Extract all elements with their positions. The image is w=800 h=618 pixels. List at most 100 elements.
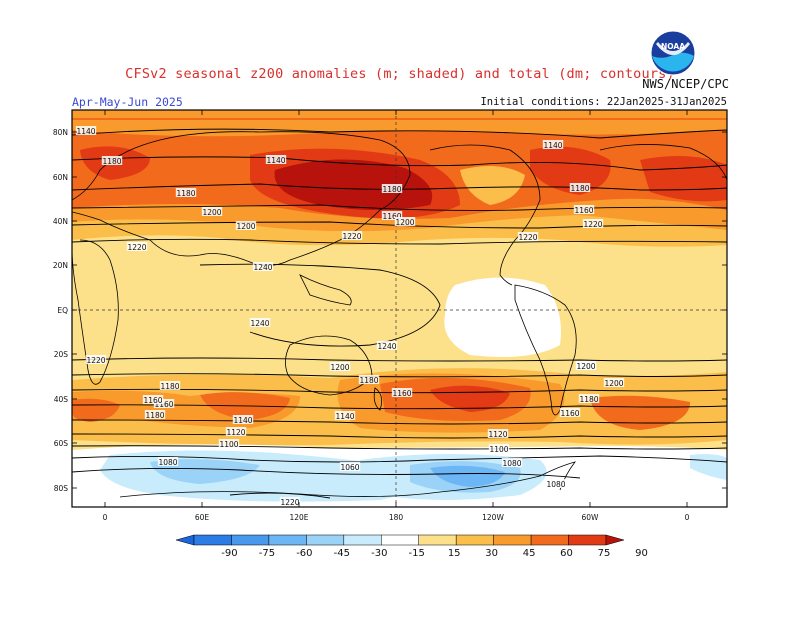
contour-label: 1080 — [546, 480, 565, 489]
colorbar-segment — [418, 534, 457, 546]
colorbar-label: 30 — [485, 548, 498, 559]
colorbar-label: -60 — [296, 548, 312, 559]
contour-label-bg — [376, 341, 398, 350]
contour-label-bg — [329, 362, 351, 371]
contour-label-bg — [334, 411, 356, 420]
colorbar-label: 90 — [635, 548, 648, 559]
contour-label-bg — [144, 410, 166, 419]
contour-label-bg — [339, 462, 361, 471]
contour-label-bg — [573, 205, 595, 214]
lon-tick-label: 120W — [482, 513, 504, 522]
lat-tick-label: 40S — [54, 395, 69, 404]
contour-label-bg — [235, 221, 257, 230]
contour-label-bg — [517, 232, 539, 241]
contour-label-bg — [542, 140, 564, 149]
height-contours — [72, 128, 727, 499]
contour-label-bg — [559, 408, 581, 417]
lon-tick-label: 0 — [685, 513, 690, 522]
contour-label: 1240 — [253, 263, 272, 272]
lat-tick-label: 40N — [53, 217, 68, 226]
contour-label: 1180 — [176, 189, 195, 198]
contour-label-bg — [249, 318, 271, 327]
contour-label: 1140 — [76, 127, 95, 136]
contour-label: 1140 — [233, 416, 252, 425]
contour-label-bg — [545, 479, 567, 488]
contour-label: 1160 — [382, 212, 401, 221]
contour-label-bg — [157, 457, 179, 466]
contour-label: 1160 — [154, 400, 173, 409]
nh-atlantic-30 — [460, 166, 525, 205]
contour-label: 1220 — [127, 243, 146, 252]
contour-label-bg — [159, 381, 181, 390]
contour-label: 1120 — [226, 428, 245, 437]
contour-label: 1160 — [392, 389, 411, 398]
lon-tick-label: 60W — [582, 513, 600, 522]
nh-center-90 — [274, 159, 433, 210]
contour-label-bg — [575, 361, 597, 370]
contour-label: 1160 — [560, 409, 579, 418]
colorbar-segment — [231, 534, 270, 546]
contour-label: 1080 — [158, 458, 177, 467]
indonesia-coast — [299, 274, 352, 306]
contour-label: 1080 — [502, 459, 521, 468]
lat-tick-label: 20S — [54, 350, 69, 359]
contour-label-bg — [341, 231, 363, 240]
contour-label: 1220 — [583, 220, 602, 229]
contour-label-bg — [265, 155, 287, 164]
noaa-logo: NOAA — [650, 30, 696, 76]
lon-tick-label: 120E — [289, 513, 308, 522]
colorbar-arrow-low — [175, 534, 195, 546]
contour-label-bg — [381, 184, 403, 193]
contour-label: 1220 — [86, 356, 105, 365]
nh-arctic-45 — [72, 120, 727, 137]
contour-label: 1180 — [160, 382, 179, 391]
colorbar-segment — [568, 534, 607, 546]
nh-east-75 — [530, 146, 611, 195]
lat-tick-label: 80S — [54, 484, 69, 493]
colorbar-segment — [381, 534, 419, 546]
contour-label-bg — [175, 188, 197, 197]
contour-label: 1180 — [382, 185, 401, 194]
contour-label-bg — [381, 211, 403, 220]
colorbar-segment — [306, 534, 345, 546]
contour-label: 1160 — [574, 206, 593, 215]
africa-coast — [72, 239, 119, 385]
contour-label-bg — [126, 242, 148, 251]
colorbar-label: -90 — [221, 548, 237, 559]
colorbar-label: 15 — [448, 548, 461, 559]
contour-label-bg — [201, 207, 223, 216]
colorbar-label: 60 — [560, 548, 573, 559]
latitude-axis: 80N 60N 40N 20N EQ 20S 40S 60S 80S — [53, 128, 727, 493]
contour-label-bg — [603, 378, 625, 387]
lat-tick-label: 20N — [53, 261, 68, 270]
colorbar-label: 45 — [523, 548, 536, 559]
contour-label: 1180 — [145, 411, 164, 420]
contour-label: 1100 — [489, 445, 508, 454]
colorbar-segment — [343, 534, 382, 546]
contour-label-bg — [232, 415, 254, 424]
contour-label: 1220 — [342, 232, 361, 241]
contour-label-bg — [75, 126, 97, 135]
colorbar-label: -30 — [371, 548, 387, 559]
contour-label: 1100 — [219, 440, 238, 449]
contour-label: 1160 — [143, 396, 162, 405]
contour-label-bg — [501, 458, 523, 467]
contour-label-bg — [582, 219, 604, 228]
contour-label-bg — [487, 429, 509, 438]
contour-label-bg — [358, 375, 380, 384]
contour-label: 1200 — [202, 208, 221, 217]
contour-labels: 1140 1180 1140 1140 1180 1160 1180 1200 1180 1160… — [75, 126, 625, 507]
colorbar-segment — [455, 534, 494, 546]
contour-label-bg — [218, 439, 240, 448]
contour-label-bg — [569, 183, 591, 192]
contour-label-bg — [142, 395, 164, 404]
contour-label-bg — [101, 156, 123, 165]
lon-tick-label: 0 — [103, 513, 108, 522]
contour-label: 1200 — [576, 362, 595, 371]
anomaly-shading — [72, 110, 727, 507]
contour-label: 1140 — [266, 156, 285, 165]
noaa-logo-text: NOAA — [661, 42, 685, 51]
colorbar-label: -45 — [334, 548, 350, 559]
lon-tick-label: 60E — [195, 513, 210, 522]
colorbar: -90 -75 -60 -45 -30 -15 15 30 45 60 75 90 — [175, 534, 648, 559]
